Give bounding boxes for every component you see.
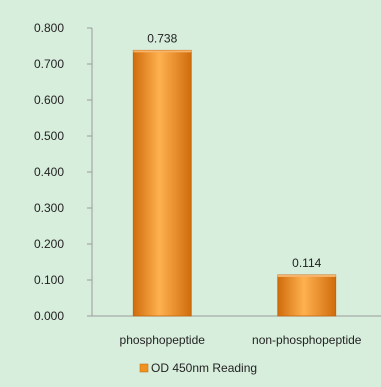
bar-top-edge — [277, 274, 336, 277]
y-tick-label: 0.600 — [34, 93, 64, 107]
x-tick-label: non-phosphopeptide — [252, 333, 362, 347]
y-tick-label: 0.300 — [34, 201, 64, 215]
x-tick-label: phosphopeptide — [120, 333, 206, 347]
data-label: 0.114 — [292, 256, 321, 270]
y-axis: 0.000 0.100 0.200 0.300 0.400 0.500 0.600 0.700… — [34, 21, 93, 323]
legend-label: OD 450nm Reading — [151, 361, 257, 375]
y-tick-label: 0.500 — [34, 129, 64, 143]
legend-swatch — [139, 363, 149, 373]
bar-top-edge — [133, 50, 192, 53]
bar — [277, 274, 337, 317]
y-tick-label: 0.000 — [34, 309, 64, 323]
y-tick-label: 0.200 — [34, 237, 64, 251]
y-tick-label: 0.800 — [34, 21, 64, 35]
bar — [132, 49, 192, 317]
bars — [132, 49, 337, 317]
y-tick-label: 0.700 — [34, 57, 64, 71]
y-tick-label: 0.400 — [34, 165, 64, 179]
legend: OD 450nm Reading — [139, 361, 257, 375]
data-label: 0.738 — [147, 31, 177, 45]
y-tick-label: 0.100 — [34, 273, 64, 287]
data-labels: 0.738 0.114 — [147, 31, 321, 270]
